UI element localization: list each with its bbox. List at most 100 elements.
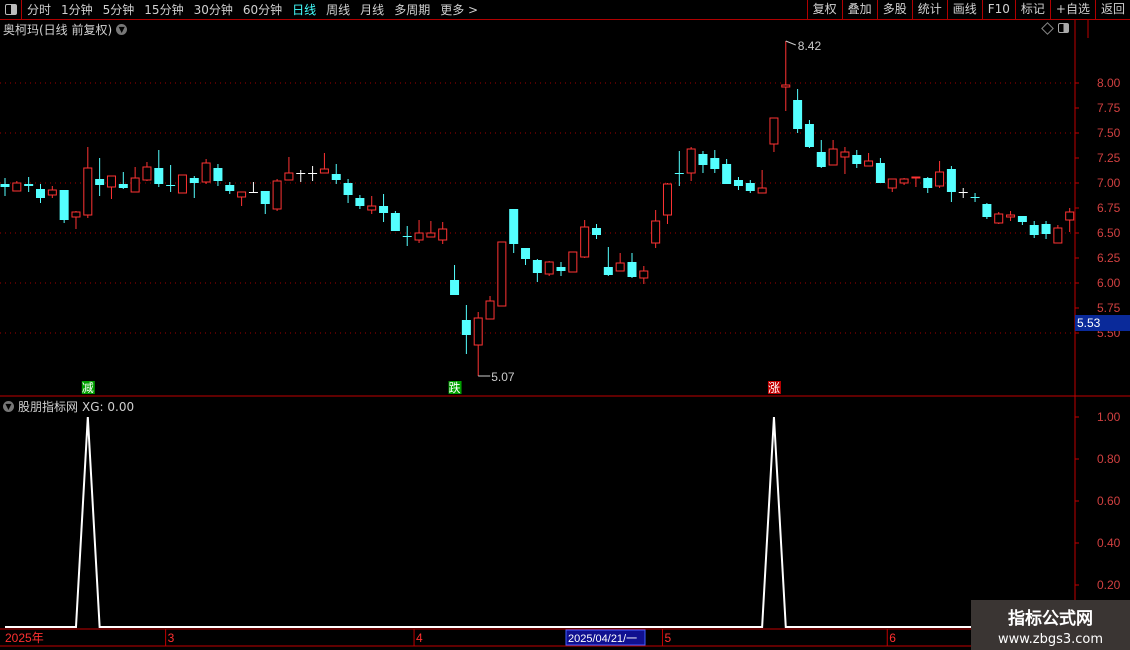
candle-body-up: [864, 160, 874, 167]
period-tab[interactable]: 月线: [360, 3, 385, 17]
candle-body-down: [946, 169, 956, 192]
chevron-down-icon[interactable]: ▼: [116, 24, 128, 35]
signal-label: 减: [82, 381, 94, 395]
candle-body-down: [166, 185, 176, 186]
period-tab[interactable]: 更多 >: [440, 3, 479, 17]
period-tab[interactable]: 15分钟: [144, 3, 184, 17]
price-tick-label: 7.75: [1097, 101, 1121, 115]
watermark-title: 指标公式网: [1008, 609, 1093, 629]
candle-body-up: [686, 148, 696, 174]
period-tab[interactable]: 周线: [326, 3, 351, 17]
panel-icon: [4, 4, 17, 15]
candle-body-up: [71, 211, 81, 218]
candle-body-down: [402, 236, 412, 237]
stock-title: 奥柯玛(日线 前复权): [3, 23, 113, 37]
indicator-title: ▼ 股朋指标网 XG: 0.00: [3, 398, 134, 415]
candle-body-down: [461, 320, 471, 335]
candle-body-up: [106, 175, 116, 188]
indicator-tick-label: 1.00: [1097, 410, 1121, 424]
period-tab[interactable]: 日线: [292, 3, 317, 17]
candle-body-up: [994, 213, 1004, 224]
candle-body-flat: [308, 173, 318, 174]
candle-body-down: [1041, 224, 1051, 234]
candle-body-up: [935, 171, 945, 187]
candle-body-down: [225, 185, 235, 191]
signal-badge: [767, 381, 781, 394]
candle-body-up: [639, 270, 649, 279]
candle-body-down: [923, 178, 933, 188]
price-tick-label: 6.00: [1097, 276, 1121, 290]
candle-body-down: [343, 183, 353, 195]
panel-icon[interactable]: [1058, 23, 1069, 33]
period-tab[interactable]: 5分钟: [102, 3, 135, 17]
candle-body-up: [142, 166, 152, 181]
candle-body-down: [24, 184, 34, 186]
date-label: 6: [889, 631, 896, 645]
candle-body-up: [177, 174, 187, 194]
price-tick-label: 7.25: [1097, 151, 1121, 165]
period-tab[interactable]: 60分钟: [242, 3, 283, 17]
candle-body-down: [674, 173, 684, 174]
candle-body-up: [83, 167, 93, 216]
indicator-tick-label: 0.80: [1097, 452, 1121, 466]
toolbar-action-button[interactable]: 叠加: [841, 0, 877, 19]
high-marker-arrow: [785, 40, 796, 46]
chevron-down-icon[interactable]: ▼: [3, 401, 14, 412]
toolbar-action-button[interactable]: 统计: [911, 0, 947, 19]
candle-body-down: [35, 189, 45, 198]
price-tick-label: 7.50: [1097, 126, 1121, 140]
candle-body-down: [509, 209, 519, 244]
indicator-value: XG: 0.00: [82, 399, 135, 414]
candle-body-down: [1017, 216, 1027, 222]
toolbar-action-button[interactable]: 复权: [806, 0, 842, 19]
candle-body-down: [532, 260, 542, 273]
period-tab[interactable]: 多周期: [394, 3, 431, 17]
candle-body-up: [12, 182, 22, 192]
candle-body-up: [426, 232, 436, 238]
period-tab[interactable]: 30分钟: [193, 3, 233, 17]
candle-body-down: [260, 191, 270, 204]
toolbar-action-button[interactable]: 标记: [1014, 0, 1050, 19]
candle-body-down: [710, 158, 720, 169]
candle-body-up: [662, 183, 672, 216]
toolbar-action-button[interactable]: F10: [981, 0, 1015, 19]
candle-body-down: [521, 248, 531, 259]
high-price-label: 8.42: [798, 39, 822, 53]
price-tick-label: 6.25: [1097, 251, 1121, 265]
xg-series-line: [5, 416, 1070, 628]
candle-body-flat: [958, 192, 968, 193]
candle-body-down: [970, 197, 980, 198]
panel-toggle-button[interactable]: [0, 0, 22, 19]
candle-body-up: [781, 84, 791, 88]
toolbar-action-button[interactable]: 画线: [946, 0, 982, 19]
period-tab[interactable]: 1分钟: [61, 3, 93, 17]
candle-body-up: [544, 261, 554, 275]
date-label: 3: [168, 631, 175, 645]
candle-body-down: [379, 206, 389, 213]
date-cursor-box: [565, 629, 646, 646]
period-tab[interactable]: 分时: [27, 3, 52, 17]
candle-body-up: [580, 226, 590, 258]
indicator-tick-label: 0.60: [1097, 494, 1121, 508]
candle-body-down: [603, 267, 613, 275]
candle-body-up: [769, 117, 779, 145]
candle-body-down: [189, 178, 199, 183]
toolbar-action-button[interactable]: 多股: [876, 0, 912, 19]
candle-body-up: [887, 178, 897, 189]
candle-body-up: [284, 172, 294, 181]
indicator-tick-label: 0.20: [1097, 578, 1121, 592]
candle-body-up: [840, 151, 850, 158]
candle-body-flat: [248, 192, 258, 193]
candle-body-down: [154, 168, 164, 184]
candle-body-up: [367, 205, 377, 211]
candle-body-up: [828, 148, 838, 166]
candle-body-up: [414, 232, 424, 241]
candle-body-up: [130, 177, 140, 193]
candle-body-down: [390, 213, 400, 231]
candle-body-down: [733, 180, 743, 186]
toolbar-action-button[interactable]: +自选: [1049, 0, 1095, 19]
candle-body-down: [213, 168, 223, 181]
candle-body-down: [59, 190, 69, 220]
toolbar-action-button[interactable]: 返回: [1094, 0, 1130, 19]
